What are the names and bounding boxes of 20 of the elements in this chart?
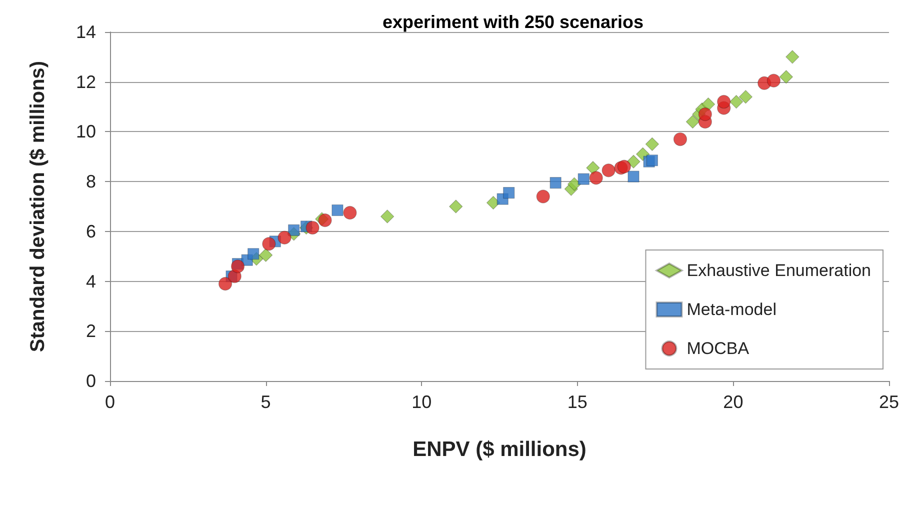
y-axis-title: Standard deviation ($ millions)	[27, 60, 49, 352]
y-tick-label: 10	[76, 122, 96, 142]
x-tick-label: 25	[878, 392, 900, 412]
legend-label: MOCBA	[686, 339, 750, 358]
x-tick-label: 15	[567, 392, 588, 412]
x-tick-label: 20	[723, 392, 744, 412]
legend-label: Meta-model	[686, 300, 776, 319]
x-tick-label: 0	[104, 392, 116, 412]
y-tick-label: 12	[76, 72, 96, 92]
legend-label: Exhaustive Enumeration	[686, 261, 872, 280]
y-tick-label: 2	[86, 321, 96, 342]
y-tick-label: 6	[86, 221, 96, 242]
y-tick-label: 14	[76, 22, 96, 42]
x-axis-title: ENPV ($ millions)	[412, 438, 586, 461]
y-tick-label: 8	[86, 172, 96, 192]
chart-title: experiment with 250 scenarios	[382, 12, 644, 32]
y-tick-label: 0	[86, 371, 96, 391]
x-tick-label: 10	[412, 392, 432, 412]
x-tick-label: 5	[260, 392, 271, 412]
y-tick-label: 4	[86, 271, 96, 292]
